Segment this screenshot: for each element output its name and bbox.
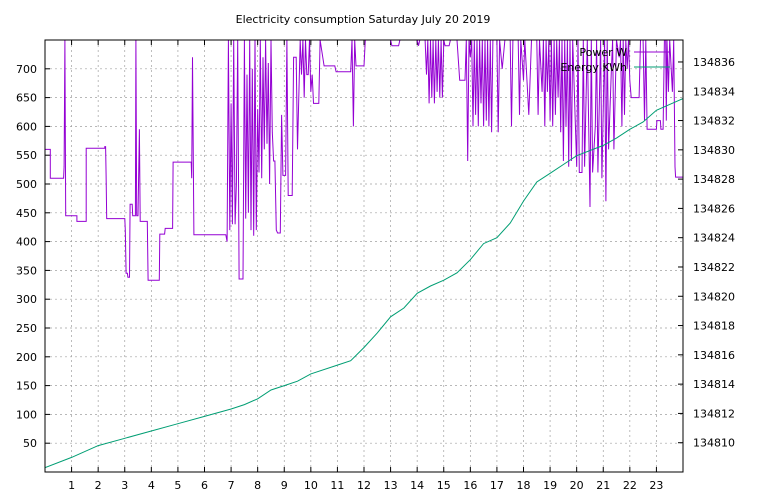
y-tick-label: 250 <box>16 322 37 335</box>
x-tick-label: 21 <box>596 479 610 492</box>
x-tick-label: 7 <box>228 479 235 492</box>
x-tick-label: 1 <box>68 479 75 492</box>
y2-tick-label: 134820 <box>693 290 735 303</box>
series-line-1 <box>45 40 683 281</box>
y2-tick-label: 134832 <box>693 115 735 128</box>
x-tick-label: 8 <box>254 479 261 492</box>
y-tick-label: 450 <box>16 207 37 220</box>
y-tick-label: 200 <box>16 351 37 364</box>
y2-tick-label: 134834 <box>693 85 735 98</box>
x-tick-label: 12 <box>357 479 371 492</box>
x-tick-label: 20 <box>570 479 584 492</box>
y-tick-label: 100 <box>16 408 37 421</box>
x-tick-label: 15 <box>437 479 451 492</box>
x-tick-label: 6 <box>201 479 208 492</box>
legend-label: Power W <box>579 46 627 59</box>
x-tick-label: 18 <box>517 479 531 492</box>
y2-tick-label: 134836 <box>693 56 735 69</box>
x-tick-label: 2 <box>95 479 102 492</box>
y-tick-label: 300 <box>16 293 37 306</box>
x-tick-label: 4 <box>148 479 155 492</box>
y2-tick-label: 134828 <box>693 173 735 186</box>
y2-tick-label: 134830 <box>693 144 735 157</box>
y-tick-label: 400 <box>16 236 37 249</box>
y-tick-label: 500 <box>16 178 37 191</box>
y2-tick-label: 134816 <box>693 349 735 362</box>
y-ticks: 50 100 150 200 250 300 350 400 450 500 550 600 650 70… <box>16 63 50 450</box>
x-tick-label: 16 <box>463 479 477 492</box>
y-tick-label: 350 <box>16 264 37 277</box>
x-tick-label: 10 <box>304 479 318 492</box>
y2-tick-label: 134824 <box>693 232 735 245</box>
y2-tick-label: 134812 <box>693 407 735 420</box>
y2-tick-label: 134810 <box>693 437 735 450</box>
y-tick-label: 650 <box>16 92 37 105</box>
x-tick-label: 5 <box>174 479 181 492</box>
legend: Power W Energy KWh <box>560 46 670 74</box>
y-tick-label: 550 <box>16 149 37 162</box>
grid <box>45 40 683 472</box>
x-tick-label: 13 <box>384 479 398 492</box>
x-tick-label: 3 <box>121 479 128 492</box>
y-tick-label: 50 <box>23 437 37 450</box>
x-tick-label: 22 <box>623 479 637 492</box>
chart-title: Electricity consumption Saturday July 20… <box>236 13 491 26</box>
y2-tick-label: 134818 <box>693 320 735 333</box>
series-line-2 <box>45 98 683 469</box>
plot-border <box>44 39 684 473</box>
y2-tick-label: 134826 <box>693 202 735 215</box>
x-tick-label: 11 <box>330 479 344 492</box>
y-tick-label: 150 <box>16 380 37 393</box>
x-tick-label: 14 <box>410 479 424 492</box>
legend-label: Energy KWh <box>560 61 627 74</box>
x-tick-label: 17 <box>490 479 504 492</box>
x-tick-label: 19 <box>543 479 557 492</box>
x-tick-label: 9 <box>281 479 288 492</box>
x-ticks: 1 2 3 4 5 6 7 8 9 10 11 12 13 14 15 16 17 18 19 20 21 22 23 <box>68 40 663 492</box>
x-tick-label: 23 <box>649 479 663 492</box>
y2-ticks: 134810 134812 134814 134816 134818 134820 1348… <box>678 56 735 450</box>
y2-tick-label: 134822 <box>693 261 735 274</box>
series <box>45 40 683 469</box>
y-tick-label: 700 <box>16 63 37 76</box>
y-tick-label: 600 <box>16 120 37 133</box>
y2-tick-label: 134814 <box>693 378 735 391</box>
